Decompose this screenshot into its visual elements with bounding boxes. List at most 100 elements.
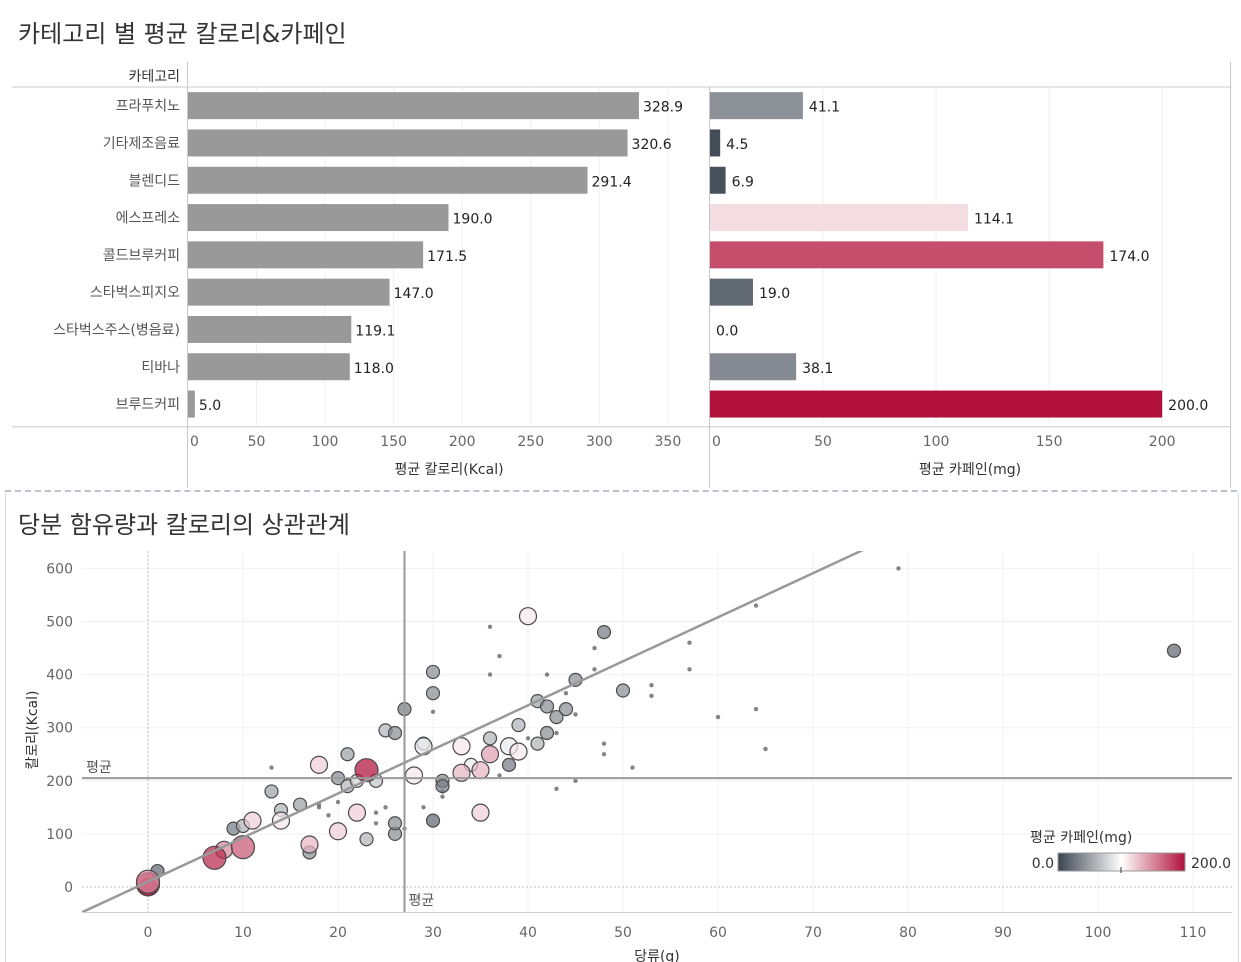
caffeine-data-label: 4.5 bbox=[726, 137, 748, 153]
scatter-y-axis-title: 칼로리(Kcal) bbox=[25, 691, 41, 770]
calorie-bar bbox=[188, 129, 628, 157]
calorie-data-label: 147.0 bbox=[394, 286, 434, 302]
scatter-x-axis-title: 당류(g) bbox=[634, 949, 680, 962]
scatter-x-tick-label: 70 bbox=[804, 925, 822, 941]
calorie-tick-label: 350 bbox=[655, 434, 682, 450]
scatter-point bbox=[518, 607, 538, 626]
scatter-point bbox=[630, 765, 635, 770]
scatter-point bbox=[501, 757, 517, 772]
scatter-point bbox=[335, 799, 341, 805]
scatter-point bbox=[230, 835, 256, 860]
scatter-point bbox=[511, 717, 526, 733]
scatter-point bbox=[452, 737, 471, 756]
caffeine-bar bbox=[710, 129, 721, 157]
trend-line bbox=[82, 551, 864, 912]
scatter-x-tick-label: 40 bbox=[519, 925, 537, 941]
scatter-point bbox=[530, 736, 545, 751]
calorie-tick-label: 250 bbox=[517, 434, 544, 450]
scatter-point bbox=[347, 803, 367, 822]
scatter-x-tick-label: 10 bbox=[234, 925, 252, 941]
caffeine-data-label: 19.0 bbox=[759, 286, 790, 302]
scatter-point bbox=[471, 803, 490, 822]
caffeine-bar bbox=[710, 278, 753, 306]
scatter-point bbox=[596, 625, 612, 640]
calorie-bar bbox=[188, 204, 449, 232]
calorie-bar bbox=[188, 278, 390, 306]
category-label: 브루드커피 bbox=[116, 397, 180, 413]
scatter-point bbox=[601, 752, 607, 757]
scatter-y-tick-label: 500 bbox=[46, 615, 73, 631]
scatter-point bbox=[539, 725, 555, 741]
mean-y-label: 평균 bbox=[86, 760, 112, 776]
caffeine-data-label: 0.0 bbox=[716, 323, 738, 339]
scatter-point bbox=[482, 731, 498, 746]
scatter-point bbox=[1166, 643, 1182, 658]
legend-min-label: 0.0 bbox=[1032, 856, 1054, 872]
scatter-point bbox=[430, 709, 436, 714]
caffeine-bar bbox=[710, 204, 968, 232]
scatter-point bbox=[649, 683, 654, 688]
caffeine-data-label: 41.1 bbox=[809, 100, 840, 116]
category-label: 스타벅스피지오 bbox=[90, 285, 180, 301]
scatter-point bbox=[554, 786, 559, 791]
scatter-point bbox=[383, 805, 388, 810]
scatter-point bbox=[480, 745, 500, 764]
calorie-tick-label: 150 bbox=[380, 434, 407, 450]
calorie-tick-label: 0 bbox=[190, 434, 199, 450]
scatter-point bbox=[243, 811, 262, 830]
category-header: 카테고리 bbox=[128, 69, 180, 85]
calorie-bar bbox=[188, 353, 350, 381]
scatter-point bbox=[558, 702, 574, 717]
caffeine-axis-title: 평균 카페인(mg) bbox=[919, 462, 1021, 478]
scatter-point bbox=[404, 766, 424, 785]
scatter-point bbox=[425, 664, 441, 680]
scatter-point bbox=[269, 765, 274, 770]
scatter-point bbox=[763, 746, 768, 752]
scatter-point bbox=[487, 624, 493, 630]
caffeine-bar bbox=[710, 241, 1104, 269]
scatter-x-tick-label: 20 bbox=[329, 925, 347, 941]
caffeine-bar bbox=[710, 166, 726, 194]
caffeine-bar bbox=[710, 390, 1163, 418]
caffeine-data-label: 38.1 bbox=[802, 361, 833, 377]
caffeine-data-label: 200.0 bbox=[1168, 398, 1208, 414]
scatter-point bbox=[387, 816, 403, 831]
scatter-point bbox=[544, 672, 550, 677]
scatter-point bbox=[687, 667, 692, 672]
calorie-data-label: 320.6 bbox=[632, 137, 672, 153]
category-label: 스타벅스주스(병음료) bbox=[53, 322, 180, 338]
scatter-x-tick-label: 110 bbox=[1180, 925, 1207, 941]
scatter-plot-area bbox=[82, 551, 1232, 912]
caffeine-bar bbox=[710, 353, 797, 381]
legend-max-label: 200.0 bbox=[1191, 856, 1231, 872]
scatter-point bbox=[753, 603, 759, 608]
scatter-point bbox=[340, 747, 355, 762]
scatter-point bbox=[425, 813, 441, 828]
scatter-point bbox=[615, 683, 631, 698]
scatter-point bbox=[549, 709, 564, 725]
calorie-data-label: 190.0 bbox=[453, 212, 493, 228]
category-label: 프라푸치노 bbox=[116, 99, 181, 115]
scatter-point bbox=[554, 730, 559, 736]
scatter-point bbox=[373, 821, 379, 826]
scatter-point bbox=[425, 686, 441, 701]
category-label: 티바나 bbox=[141, 360, 180, 376]
scatter-point bbox=[896, 566, 901, 571]
dashboard-title-top: 카테고리 별 평균 칼로리&카페인 bbox=[18, 20, 347, 48]
caffeine-tick-label: 0 bbox=[712, 434, 721, 450]
category-label: 블렌디드 bbox=[128, 173, 180, 189]
mean-x-label: 평균 bbox=[409, 893, 435, 909]
scatter-point bbox=[592, 667, 597, 672]
calorie-bar bbox=[188, 92, 639, 120]
scatter-point bbox=[440, 794, 445, 799]
legend-title: 평균 카페인(mg) bbox=[1030, 830, 1132, 846]
caffeine-data-label: 174.0 bbox=[1109, 249, 1149, 265]
scatter-x-tick-label: 0 bbox=[144, 925, 153, 941]
scatter-x-tick-label: 80 bbox=[899, 925, 917, 941]
category-label: 기타제조음료 bbox=[103, 136, 180, 152]
scatter-point bbox=[649, 693, 654, 699]
scatter-point bbox=[421, 805, 426, 810]
calorie-bar bbox=[188, 315, 352, 343]
